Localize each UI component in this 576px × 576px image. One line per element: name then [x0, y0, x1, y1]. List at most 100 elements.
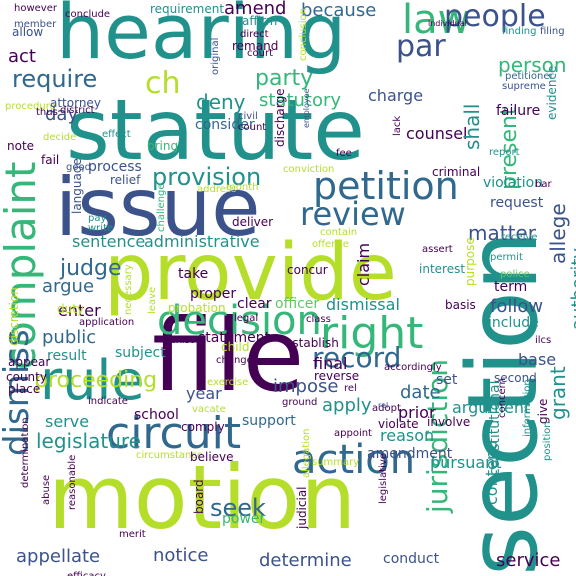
word-result: result	[47, 348, 87, 364]
word-member: member	[14, 19, 57, 30]
word-effect: effect	[102, 129, 131, 140]
word-receive: receive	[501, 232, 538, 243]
word-date: date	[400, 382, 441, 403]
word-however: however	[14, 3, 57, 14]
word-term: term	[494, 279, 528, 295]
word-school: school	[134, 407, 179, 423]
word-supreme: supreme	[502, 81, 546, 92]
word-appear: appear	[8, 355, 51, 369]
word-bring: bring	[147, 139, 179, 153]
word-violation: violation	[483, 175, 544, 191]
word-language: language	[70, 158, 84, 214]
word-proper: proper	[190, 286, 237, 302]
word-permit: permit	[490, 252, 523, 263]
word-concur: concur	[287, 263, 328, 277]
word-judicial: judicial	[295, 486, 309, 529]
word-provision: provision	[152, 163, 262, 191]
word-require: require	[12, 65, 98, 93]
word-grant: grant	[546, 366, 570, 420]
word-action: action	[292, 437, 416, 483]
word-enter: enter	[58, 301, 101, 320]
word-court: court	[247, 48, 273, 59]
word-process: process	[88, 159, 142, 175]
word-indicate: indicate	[88, 396, 128, 407]
word-exercise: exercise	[207, 377, 249, 388]
word-probation: probation	[168, 301, 226, 315]
word-lack: lack	[392, 115, 403, 136]
word-abuse: abuse	[41, 474, 52, 505]
word-attorney: attorney	[50, 96, 101, 110]
word-act: act	[8, 46, 36, 67]
word-petition: petition	[313, 164, 459, 208]
word-serve: serve	[45, 412, 90, 431]
word-direct: direct	[240, 29, 269, 40]
word-involve: involve	[427, 415, 471, 429]
word-sentence: sentence	[72, 232, 146, 251]
word-issue: issue	[55, 161, 261, 254]
word-discharge: discharge	[273, 88, 287, 147]
word-circumstance: circumstance	[136, 450, 203, 461]
word-decide: decide	[43, 132, 77, 143]
word-establish: establish	[285, 336, 339, 350]
word-legal: legal	[234, 313, 259, 324]
word-counsel: counsel	[406, 124, 468, 143]
word-par: par	[396, 29, 446, 64]
word-contend: contend	[482, 439, 501, 505]
word-police: police	[500, 269, 530, 280]
word-clear: clear	[237, 296, 272, 312]
word-claim: claim	[354, 242, 373, 286]
word-person: person	[498, 53, 567, 77]
word-position: position	[542, 421, 553, 461]
word-discretion: discretion	[7, 287, 21, 346]
word-because: because	[301, 0, 377, 21]
word-determination: determination	[20, 417, 31, 488]
word-contain: contain	[320, 227, 358, 238]
word-note: note	[7, 139, 35, 153]
word-impose: impose	[273, 376, 339, 397]
word-procedure: procedure	[5, 101, 56, 112]
word-power: power	[222, 511, 266, 527]
word-request: request	[490, 195, 544, 211]
word-dismissal: dismissal	[326, 295, 400, 314]
word-include: include	[488, 315, 539, 331]
word-statement: statement	[198, 330, 271, 346]
word-filing: filing	[540, 26, 565, 37]
word-basis: basis	[445, 298, 476, 312]
word-petitioner: petitioner	[505, 71, 554, 82]
word-conduct: conduct	[383, 551, 440, 567]
word-affirm: affirm	[242, 14, 278, 28]
word-appellate: appellate	[16, 546, 101, 567]
word-failure: failure	[496, 103, 541, 119]
word-deliver: deliver	[232, 215, 274, 229]
word-authority: authority	[568, 247, 576, 330]
word-ch: ch	[145, 66, 181, 101]
word-duty: duty	[57, 302, 85, 316]
word-necessary: necessary	[123, 264, 134, 315]
word-administrative: administrative	[144, 232, 260, 251]
word-statutory: statutory	[259, 90, 342, 111]
word-circuit: circuit	[106, 408, 242, 459]
word-relief: relief	[110, 173, 141, 187]
word-good: good	[66, 162, 91, 173]
word-argue: argue	[42, 276, 95, 297]
word-report: report	[489, 147, 520, 158]
word-thus: thus	[36, 107, 58, 118]
word-record: record	[312, 341, 402, 374]
word-county: county	[6, 370, 47, 384]
word-day: day	[45, 104, 79, 125]
word-amend: amend	[224, 0, 287, 19]
word-base: base	[518, 350, 557, 369]
word-merit: merit	[119, 529, 146, 540]
word-amendment: amendment	[367, 446, 453, 462]
word-rule: rule	[40, 349, 145, 412]
word-reverse: reverse	[314, 369, 360, 383]
word-purpose: purpose	[463, 237, 477, 286]
word-finding: finding	[502, 26, 537, 37]
word-proceeding: proceeding	[34, 368, 158, 393]
word-remand: remand	[232, 39, 279, 53]
word-exist: exist	[170, 335, 194, 346]
word-fee: fee	[336, 148, 352, 159]
word-ilcs: ilcs	[535, 335, 552, 346]
word-reasonable: reasonable	[67, 454, 78, 510]
